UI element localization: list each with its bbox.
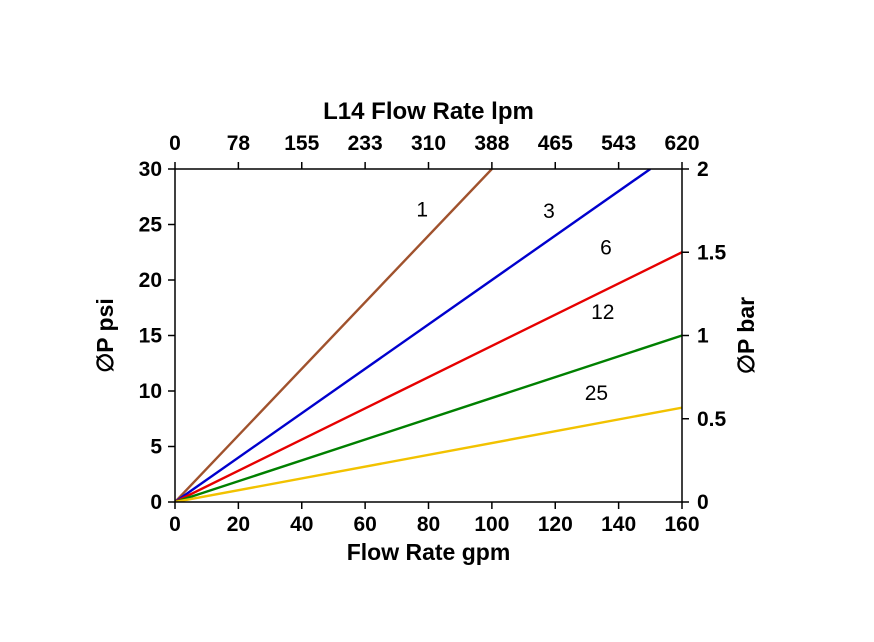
x-axis-title: Flow Rate gpm: [347, 539, 511, 565]
y-tick-label: 10: [139, 380, 162, 403]
x2-tick-label: 233: [348, 132, 383, 155]
x2-tick-label: 620: [664, 132, 699, 155]
x-tick-label: 20: [227, 513, 250, 536]
y-axis-title: ∅P psi: [92, 298, 118, 373]
x2-tick-label: 543: [601, 132, 636, 155]
x2-tick-label: 388: [474, 132, 509, 155]
y2-tick-label: 1.5: [697, 241, 727, 264]
series-label-1: 1: [416, 199, 428, 222]
x2-tick-label: 465: [538, 132, 573, 155]
y2-tick-label: 1: [697, 325, 709, 348]
y-tick-label: 5: [150, 436, 162, 459]
x-tick-label: 160: [664, 513, 699, 536]
y-tick-label: 15: [139, 325, 163, 348]
y-tick-label: 20: [139, 269, 162, 292]
x2-tick-label: 78: [227, 132, 251, 155]
y-tick-label: 0: [150, 491, 162, 514]
x-tick-label: 100: [474, 513, 509, 536]
x-tick-label: 40: [290, 513, 313, 536]
y2-axis-title: ∅P bar: [733, 297, 759, 374]
top-title: L14 Flow Rate lpm: [323, 98, 534, 125]
series-label-25: 25: [585, 382, 608, 405]
x2-tick-label: 0: [169, 132, 181, 155]
y-tick-label: 30: [139, 158, 162, 181]
x-tick-label: 60: [353, 513, 376, 536]
x2-tick-label: 310: [411, 132, 446, 155]
series-label-3: 3: [543, 200, 555, 223]
y2-tick-label: 2: [697, 158, 709, 181]
x-tick-label: 0: [169, 513, 181, 536]
y-tick-label: 25: [139, 214, 163, 237]
x-tick-label: 140: [601, 513, 636, 536]
y2-tick-label: 0: [697, 491, 709, 514]
y2-tick-label: 0.5: [697, 408, 727, 431]
series-label-6: 6: [600, 236, 612, 259]
x-tick-label: 120: [538, 513, 573, 536]
series-label-12: 12: [591, 301, 614, 324]
x-tick-label: 80: [417, 513, 440, 536]
chart-svg: 020406080100120140160Flow Rate gpm078155…: [0, 0, 874, 642]
x2-tick-label: 155: [284, 132, 319, 155]
flow-rate-chart: 020406080100120140160Flow Rate gpm078155…: [0, 0, 874, 642]
